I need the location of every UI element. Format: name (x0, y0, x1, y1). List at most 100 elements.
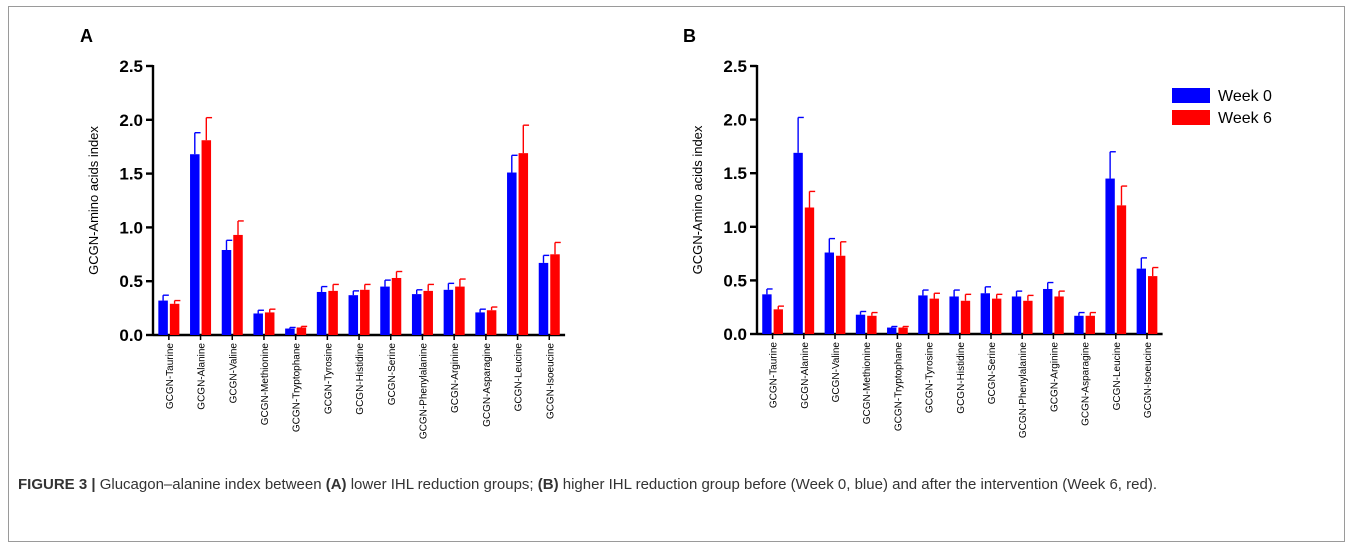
bar-week-6 (455, 286, 465, 335)
y-tick-label: 2.0 (723, 111, 747, 130)
caption-panel-a-ref: (A) (325, 476, 347, 493)
y-axis-label: GCGN-Amino acids index (86, 126, 101, 275)
x-tick-label: GCGN-Alanine (800, 342, 811, 409)
bar-week-0 (411, 294, 422, 335)
y-tick-label: 0.5 (119, 272, 143, 291)
x-tick-label: GCGN-Leucine (514, 343, 525, 412)
caption-text-1: Glucagon–alanine index between (95, 476, 326, 493)
caption-text-3: higher IHL reduction group before (Week … (558, 476, 1157, 493)
y-tick-label: 1.5 (119, 165, 143, 184)
x-tick-label: GCGN-Histidine (355, 343, 366, 415)
bar-week-6 (486, 310, 497, 335)
bar-week-6 (391, 277, 402, 335)
x-tick-label: GCGN-Asparagine (1081, 342, 1092, 426)
x-tick-label: GCGN-Phenylalanine (1018, 342, 1029, 439)
x-tick-label: GCGN-Tryptophane (292, 343, 303, 433)
x-tick-label: GCGN-Serine (987, 342, 998, 405)
bar-week-0 (824, 252, 834, 334)
y-axis-label: GCGN-Amino acids index (690, 125, 705, 274)
bar-week-6 (550, 254, 560, 335)
bar-week-6 (1116, 205, 1127, 334)
bar-week-6 (1054, 296, 1064, 334)
bar-week-0 (316, 291, 327, 335)
bar-week-0 (221, 249, 232, 335)
bar-week-0 (158, 300, 168, 335)
x-tick-label: GCGN-Isoeucine (545, 343, 556, 420)
bar-week-6 (804, 207, 815, 334)
bar-week-0 (380, 286, 390, 335)
bar-week-6 (929, 298, 939, 334)
x-tick-label: GCGN-Taurine (165, 343, 176, 410)
x-tick-label: GCGN-Valine (228, 343, 239, 404)
bar-week-6 (518, 153, 529, 335)
bar-week-0 (190, 154, 200, 335)
bar-week-6 (423, 290, 433, 335)
panel-letter: A (80, 26, 93, 46)
bar-week-0 (1011, 296, 1022, 334)
y-tick-label: 1.0 (119, 218, 143, 237)
panel-letter: B (683, 26, 696, 46)
bar-week-6 (773, 309, 783, 334)
bar-week-0 (887, 327, 897, 334)
bar-week-6 (898, 327, 908, 334)
x-tick-label: GCGN-Tryptophane (893, 342, 904, 432)
bar-week-0 (918, 295, 928, 334)
bar-week-0 (949, 296, 959, 334)
y-tick-label: 0.0 (119, 326, 143, 345)
caption-label: FIGURE 3 | (18, 476, 96, 493)
bar-week-0 (507, 172, 517, 335)
bar-week-0 (443, 289, 454, 335)
legend-swatch (1172, 110, 1210, 125)
y-tick-label: 1.5 (723, 164, 747, 183)
bar-week-6 (960, 300, 971, 334)
bar-week-0 (793, 152, 803, 334)
bar-week-0 (348, 295, 359, 335)
bar-week-6 (1148, 276, 1158, 334)
x-tick-label: GCGN-Alanine (197, 343, 208, 410)
bar-week-0 (475, 312, 485, 335)
bar-week-0 (1105, 178, 1115, 334)
legend-swatch (1172, 88, 1210, 103)
bar-week-6 (360, 289, 370, 335)
chart-panel-b: B GCGN-Amino acids index 0.0 0.5 1.0 1.5 2.0 2.… (683, 26, 1272, 438)
figure-caption: FIGURE 3 | Glucagon–alanine index betwee… (18, 474, 1328, 495)
bar-week-6 (296, 327, 307, 335)
x-tick-label: GCGN-Methionine (862, 342, 873, 425)
bar-week-0 (980, 293, 990, 334)
legend-label: Week 0 (1218, 88, 1272, 105)
bar-week-0 (1074, 315, 1084, 334)
x-tick-label: GCGN-Taurine (769, 342, 780, 409)
caption-panel-b-ref: (B) (537, 476, 559, 493)
x-tick-label: GCGN-Tyrosine (323, 343, 334, 415)
x-tick-label: GCGN-Methionine (260, 343, 271, 426)
x-tick-label: GCGN-Isoeucine (1143, 342, 1154, 419)
caption-text-2: lower IHL reduction groups; (346, 476, 538, 493)
x-tick-label: GCGN-Phenylalanine (418, 343, 429, 440)
y-tick-label: 0.0 (723, 325, 747, 344)
bar-week-0 (762, 294, 772, 334)
bar-week-6 (1023, 300, 1033, 334)
bar-week-6 (264, 312, 275, 335)
x-tick-label: GCGN-Asparagine (482, 343, 493, 427)
bar-week-6 (836, 255, 846, 334)
x-tick-label: GCGN-Leucine (1112, 342, 1123, 411)
x-tick-label: GCGN-Serine (387, 343, 398, 406)
y-tick-label: 2.5 (723, 57, 747, 76)
x-tick-label: GCGN-Histidine (956, 342, 967, 414)
y-tick-label: 0.5 (723, 271, 747, 290)
chart-panel-a: A GCGN-Amino acids index 0.0 0.5 1.0 1.5 2.0 2.… (80, 26, 566, 440)
x-tick-label: GCGN-Valine (831, 342, 842, 403)
bar-week-6 (169, 303, 180, 335)
bar-week-0 (285, 328, 295, 335)
y-tick-label: 2.0 (119, 111, 143, 130)
bar-week-0 (1043, 288, 1053, 334)
x-tick-label: GCGN-Arginine (1049, 342, 1060, 412)
x-tick-label: GCGN-Arginine (450, 343, 461, 413)
bar-week-6 (201, 140, 212, 335)
bar-week-6 (328, 290, 338, 335)
bar-week-0 (253, 313, 263, 335)
bar-week-6 (992, 298, 1002, 334)
y-tick-label: 1.0 (723, 218, 747, 237)
y-tick-label: 2.5 (119, 57, 143, 76)
